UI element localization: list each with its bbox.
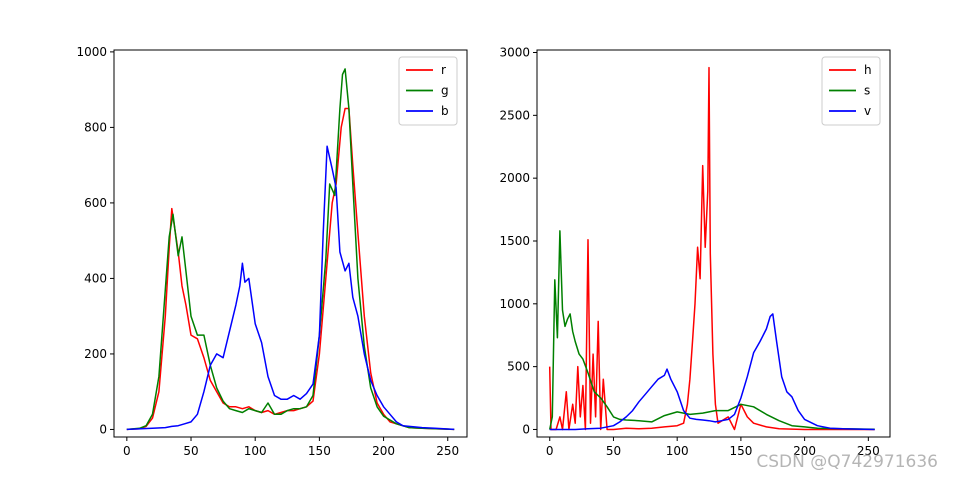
x-tick-label: 50 <box>183 444 198 458</box>
series-line-r <box>126 107 455 431</box>
series-line-g <box>126 68 455 431</box>
legend: rgb <box>398 56 458 126</box>
y-tick-label: 3000 <box>499 46 530 60</box>
watermark-text: CSDN @Q742971636 <box>756 452 938 472</box>
x-tick-label: 0 <box>546 444 554 458</box>
x-tick-label: 250 <box>436 444 459 458</box>
x-tick-label: 100 <box>666 444 689 458</box>
axes-frame <box>113 49 468 438</box>
legend: hsv <box>821 56 881 126</box>
y-tick-label: 200 <box>84 347 107 361</box>
y-tick-label: 800 <box>84 120 107 134</box>
legend-label-g: g <box>441 84 449 98</box>
y-tick-label: 0 <box>522 422 530 436</box>
legend-label-h: h <box>864 63 872 77</box>
series-line-h <box>548 66 875 431</box>
axes-frame <box>536 49 891 438</box>
right-histogram-hsv: 0 50 100 150 200 250050010001500200025003000h… <box>499 46 891 458</box>
legend-label-s: s <box>864 84 870 98</box>
x-tick-label: 150 <box>729 444 752 458</box>
y-tick-label: 2000 <box>499 171 530 185</box>
legend-label-b: b <box>441 104 449 118</box>
left-histogram-rgb: 0 50 100 150 200 250 0 200 400 600 800 1000 rgb <box>76 45 468 458</box>
y-tick-label: 500 <box>507 360 530 374</box>
x-tick-label: 100 <box>244 444 267 458</box>
x-tick-label: 200 <box>372 444 395 458</box>
x-tick-label: 250 <box>857 444 880 458</box>
y-tick-label: 2500 <box>499 108 530 122</box>
legend-label-v: v <box>864 104 871 118</box>
legend-label-r: r <box>441 63 446 77</box>
series-line-b <box>126 145 455 431</box>
series-line-s <box>548 230 875 430</box>
series-line-v <box>549 313 875 431</box>
y-tick-label: 400 <box>84 271 107 285</box>
y-tick-label: 1000 <box>499 297 530 311</box>
x-tick-label: 150 <box>308 444 331 458</box>
x-tick-label: 200 <box>793 444 816 458</box>
y-tick-label: 1000 <box>76 45 107 59</box>
y-tick-label: 1500 <box>499 234 530 248</box>
y-tick-label: 0 <box>99 422 107 436</box>
x-tick-label: 50 <box>606 444 621 458</box>
y-tick-label: 600 <box>84 196 107 210</box>
x-tick-label: 0 <box>123 444 131 458</box>
